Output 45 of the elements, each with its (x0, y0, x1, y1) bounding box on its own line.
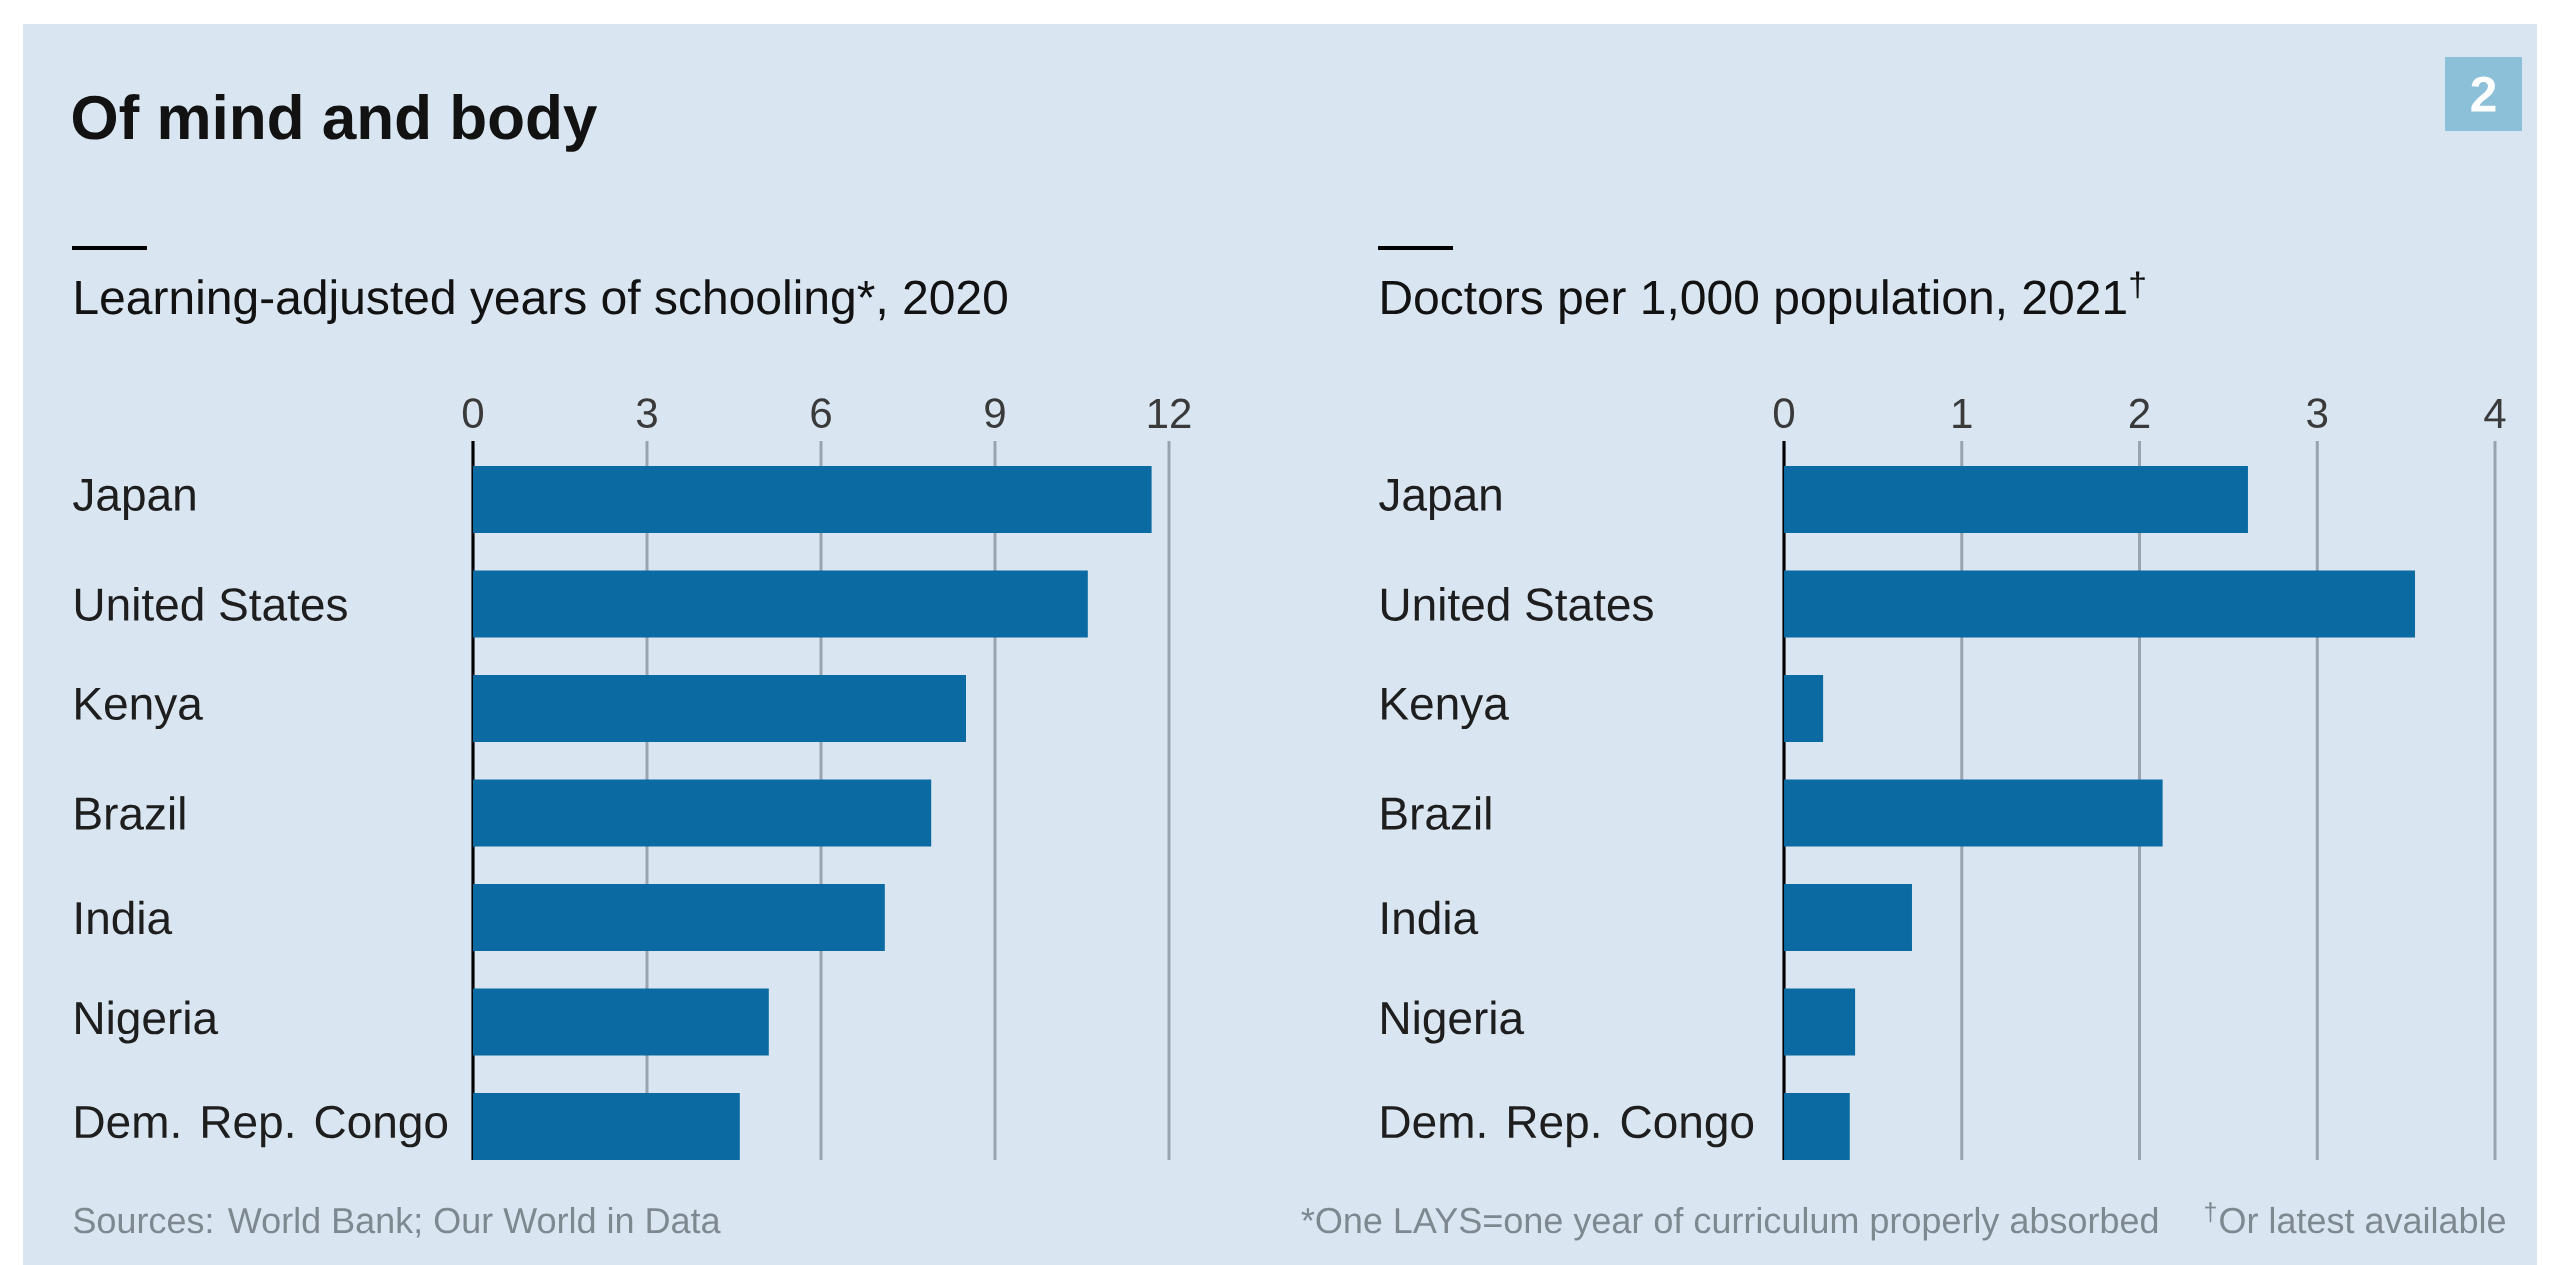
bar (473, 779, 932, 847)
y-tick-label: Nigeria (76, 1000, 219, 1044)
bar (1784, 466, 2248, 534)
bar (473, 988, 769, 1056)
bar (1784, 1093, 1850, 1160)
bar (473, 466, 1152, 534)
x-tick-label: 3 (2307, 398, 2328, 428)
bar (1784, 988, 1856, 1056)
y-tick-label: Kenya (1382, 687, 1509, 730)
bar (473, 675, 966, 743)
y-tick-label: Japan (1379, 478, 1501, 521)
chart-subtitle: Doctors per 1,000 population, 2021$^{†}$ (1382, 271, 2145, 324)
y-tick-label: India (1382, 900, 1479, 935)
text: 2 (2471, 76, 2496, 112)
bar (1784, 570, 2416, 638)
text: $^{†}$Or latest available (2205, 1202, 2505, 1234)
y-tick-label: Kenya (76, 687, 203, 730)
bar (473, 884, 885, 952)
y-tick-label: Dem. Rep. Congo (1382, 1105, 1754, 1148)
x-tick-label: 6 (811, 398, 831, 428)
bar (1784, 675, 1824, 743)
bar (1784, 779, 2163, 847)
x-tick-label: 0 (1773, 398, 1795, 428)
y-tick-label: Brazil (1382, 796, 1491, 830)
y-tick-label: Nigeria (1382, 1000, 1525, 1044)
y-tick-label: India (76, 900, 173, 935)
x-tick-label: 12 (1148, 398, 1191, 428)
y-tick-label: Brazil (76, 796, 185, 830)
text: *One LAYS=one year of curriculum properly absorbed (1301, 1206, 2158, 1241)
chart-subtitle: Learning-adjusted years of schooling*, 2020 (76, 279, 1007, 324)
bar (473, 1093, 740, 1160)
y-tick-label: Japan (73, 478, 195, 521)
y-tick-label: Dem. Rep. Congo (76, 1105, 448, 1148)
y-tick-label: United States (75, 587, 347, 621)
bar (1784, 884, 1912, 952)
x-tick-label: 1 (1953, 399, 1972, 428)
chart-title: Of mind and body (72, 94, 598, 152)
y-tick-label: United States (1381, 587, 1653, 621)
x-tick-label: 2 (2129, 398, 2150, 428)
x-tick-label: 3 (636, 398, 657, 428)
bar (473, 570, 1088, 638)
x-tick-label: 9 (985, 398, 1005, 428)
x-tick-label: 0 (462, 398, 484, 428)
x-tick-label: 4 (2484, 399, 2506, 428)
source-note: Sources: World Bank; Our World in Data (74, 1206, 721, 1238)
